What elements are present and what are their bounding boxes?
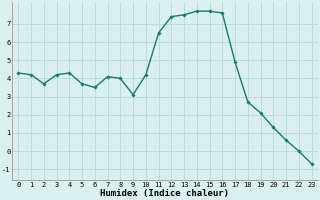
X-axis label: Humidex (Indice chaleur): Humidex (Indice chaleur) (100, 189, 229, 198)
